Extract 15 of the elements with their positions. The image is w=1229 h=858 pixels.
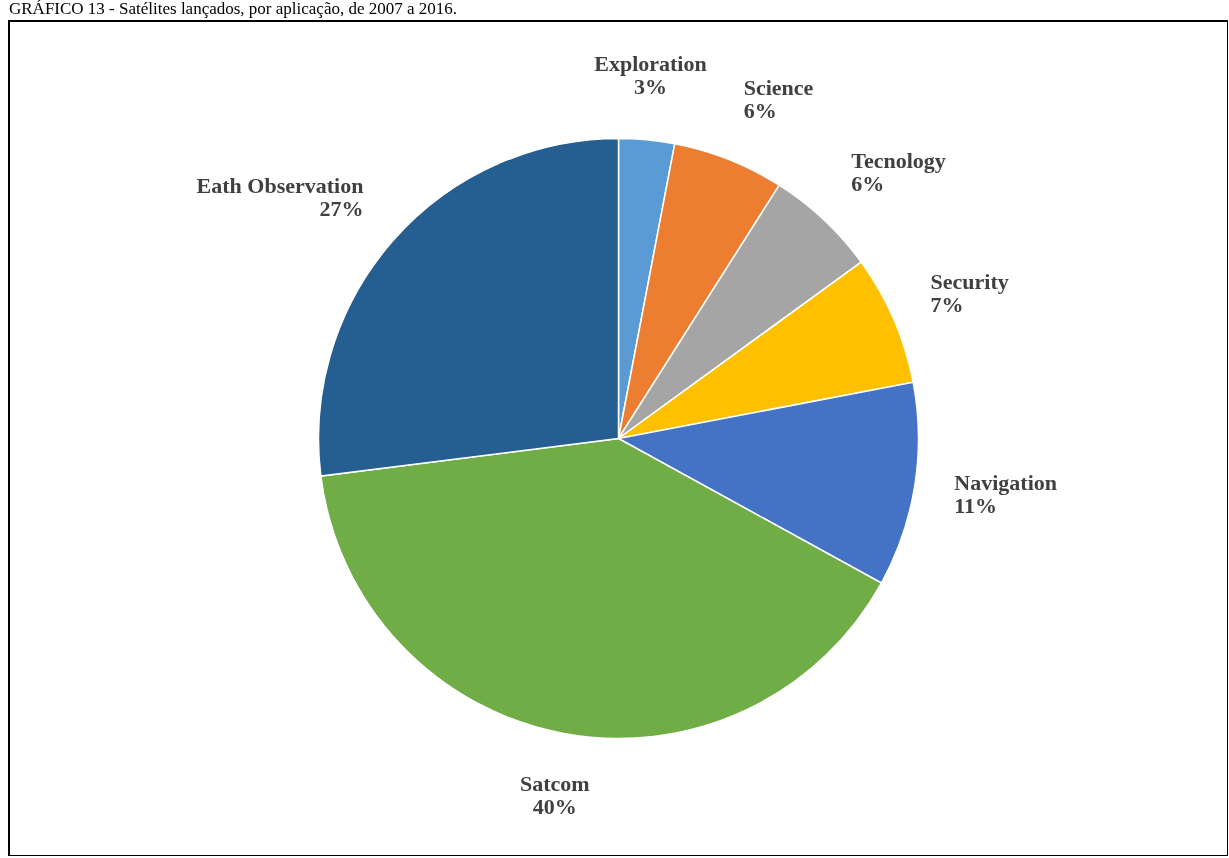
slice-label: Exploration xyxy=(594,51,707,77)
data-label: 6% xyxy=(743,98,777,124)
slice-label: Satcom xyxy=(519,771,590,797)
data-label: 27% xyxy=(319,195,364,221)
data-label: 11% xyxy=(954,493,998,519)
slice-label: Tecnology xyxy=(851,148,946,174)
chart-title: GRÁFICO 13 - Satélites lançados, por aplicação, de 2007 a 2016. xyxy=(9,0,458,18)
data-label: 40% xyxy=(532,794,577,820)
data-label: 3% xyxy=(634,74,667,100)
slice-label: Science xyxy=(743,75,814,101)
slice-label: Navigation xyxy=(954,470,1057,496)
data-label: 6% xyxy=(851,171,885,197)
slice-label: Security xyxy=(930,268,1009,294)
data-label: 7% xyxy=(930,291,964,317)
slice-label: Eath Observation xyxy=(196,172,364,198)
